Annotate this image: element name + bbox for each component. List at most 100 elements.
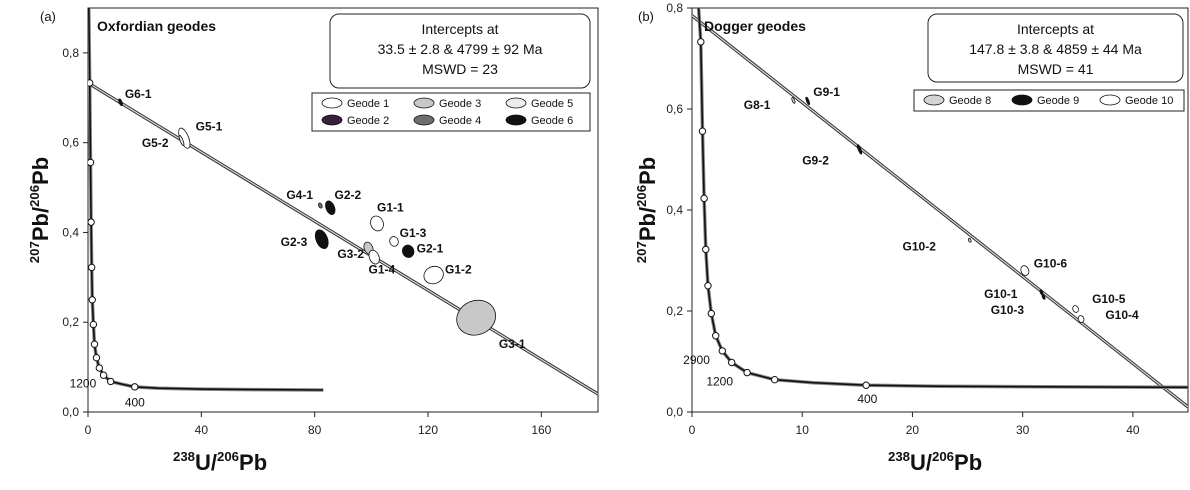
concordia-age-marker <box>131 383 139 391</box>
concordia-age-marker <box>862 381 870 389</box>
concordia-age-marker <box>90 340 99 348</box>
data-label-g10-5: G10-5 <box>1092 292 1126 306</box>
data-label-g8-1: G8-1 <box>744 98 771 112</box>
x-axis-label: 238U/206Pb <box>173 449 267 475</box>
concordia-age-marker <box>743 368 751 377</box>
data-point-g1-4 <box>368 249 380 265</box>
legend-swatch <box>505 97 527 109</box>
data-label-g3-1: G3-1 <box>499 337 526 351</box>
data-label-g1-1: G1-1 <box>377 200 404 214</box>
y-tick-label: 0,6 <box>62 136 79 150</box>
data-label-g2-3: G2-3 <box>281 235 308 249</box>
data-label-g5-2: G5-2 <box>142 136 169 150</box>
y-tick-label: 0,4 <box>62 225 79 239</box>
y-tick-label: 0,0 <box>62 405 79 419</box>
concordia-age-marker <box>718 347 727 355</box>
data-point-g8-1 <box>791 97 796 104</box>
x-axis-label: 238U/206Pb <box>888 449 982 475</box>
data-point-g10-3 <box>1041 294 1046 300</box>
legend-box <box>913 89 1185 112</box>
intercepts-line: 147.8 ± 3.8 & 4859 ± 44 Ma <box>969 41 1142 57</box>
concordia-age-marker <box>770 375 779 384</box>
legend-entry: Geode 8 <box>949 95 991 107</box>
data-label-g6-1: G6-1 <box>125 87 152 101</box>
data-point-g10-6 <box>1020 265 1030 276</box>
concordia-age-label: 1200 <box>706 375 733 389</box>
data-label-g1-4: G1-4 <box>369 263 396 277</box>
concordia-age-marker <box>704 282 712 290</box>
intercepts-line: Intercepts at <box>1017 21 1094 37</box>
chart-title: Dogger geodes <box>704 18 806 34</box>
data-label-g2-2: G2-2 <box>335 188 362 202</box>
data-label-g1-3: G1-3 <box>400 226 427 240</box>
data-point-g3-1 <box>456 299 497 336</box>
data-point-g2-3 <box>314 229 329 249</box>
y-axis-label-text: Pb <box>635 157 660 185</box>
data-point-g1-2 <box>423 265 444 285</box>
data-label-g10-4: G10-4 <box>1105 308 1139 322</box>
x-tick-label: 30 <box>1016 423 1030 437</box>
concordia-age-marker <box>99 371 108 379</box>
discordia-line-inner <box>88 82 598 395</box>
data-label-g9-1: G9-1 <box>813 85 840 99</box>
panel-label: (a) <box>40 9 56 24</box>
data-label-g10-6: G10-6 <box>1034 257 1068 271</box>
chart-title: Oxfordian geodes <box>97 18 216 34</box>
concordia-age-label: 400 <box>125 396 145 410</box>
intercepts-box <box>927 13 1184 83</box>
y-tick-label: 0,0 <box>666 405 683 419</box>
chart-panel-a: 0 40 80 120 160 0,0 0,2 0,4 0,6 0,8 G6-1 G5-1 G5-2 G4… <box>27 7 599 475</box>
concordia-age-marker <box>707 309 715 318</box>
data-label-g10-2: G10-2 <box>903 239 937 253</box>
intercepts-line: MSWD = 41 <box>1018 61 1094 77</box>
x-tick-label: 0 <box>85 423 92 437</box>
data-point-g9-2 <box>856 144 863 155</box>
concordia-age-marker <box>89 320 98 329</box>
data-point-g10-2 <box>968 237 972 243</box>
y-tick-label: 0,6 <box>666 102 683 116</box>
concordia-age-label: 1200 <box>70 376 97 390</box>
intercepts-line: MSWD = 23 <box>422 61 498 77</box>
x-tick-label: 0 <box>689 423 696 437</box>
legend-entry: Geode 3 <box>439 98 481 110</box>
legend-swatch <box>505 114 527 126</box>
legend-entry: Geode 9 <box>1037 95 1079 107</box>
legend-entry: Geode 5 <box>531 98 573 110</box>
concordia-age-marker <box>106 377 115 386</box>
legend-swatch <box>1011 94 1033 106</box>
data-point-g1-1 <box>370 215 384 232</box>
chart-panel-b: 0 10 20 30 40 0,0 0,2 0,4 0,6 0,8 G8-1 G9-1 G9-2 G10-… <box>634 1 1189 475</box>
x-tick-label: 20 <box>906 423 920 437</box>
concordia-age-marker <box>88 296 96 304</box>
x-tick-label: 80 <box>308 423 322 437</box>
data-point-g6-1 <box>118 98 123 107</box>
x-tick-label: 10 <box>796 423 810 437</box>
intercepts-line: 33.5 ± 2.8 & 4799 ± 92 Ma <box>378 41 543 57</box>
y-tick-label: 0,8 <box>62 46 79 60</box>
data-point-g9-1 <box>805 96 811 106</box>
legend-box <box>311 92 591 132</box>
y-axis-label-sup: 206 <box>634 185 649 207</box>
x-tick-label: 160 <box>531 423 551 437</box>
x-axis-label-text: U/ <box>195 450 217 475</box>
legend-swatch <box>413 114 435 126</box>
legend-entry: Geode 1 <box>347 98 389 110</box>
concordia-age-label: 400 <box>857 392 877 406</box>
data-point-g1-3 <box>389 236 399 247</box>
concordia-age-marker <box>88 218 95 226</box>
intercepts-line: Intercepts at <box>421 21 498 37</box>
data-label-g10-3: G10-3 <box>991 303 1025 317</box>
legend-swatch <box>413 97 435 109</box>
legend-entry: Geode 10 <box>1125 95 1173 107</box>
data-point-g5-2 <box>178 134 185 146</box>
concordia-age-marker <box>88 263 96 272</box>
y-axis-label-sup: 206 <box>27 185 42 207</box>
concordia-age-marker <box>727 358 736 367</box>
y-tick-label: 0,4 <box>666 203 683 217</box>
x-tick-label: 40 <box>195 423 209 437</box>
panel-label: (b) <box>638 9 654 24</box>
concordia-age-marker <box>697 38 705 46</box>
data-label-g2-1: G2-1 <box>417 242 444 256</box>
data-point-g10-5 <box>1072 305 1079 313</box>
concordia-age-label: 2900 <box>683 353 710 367</box>
